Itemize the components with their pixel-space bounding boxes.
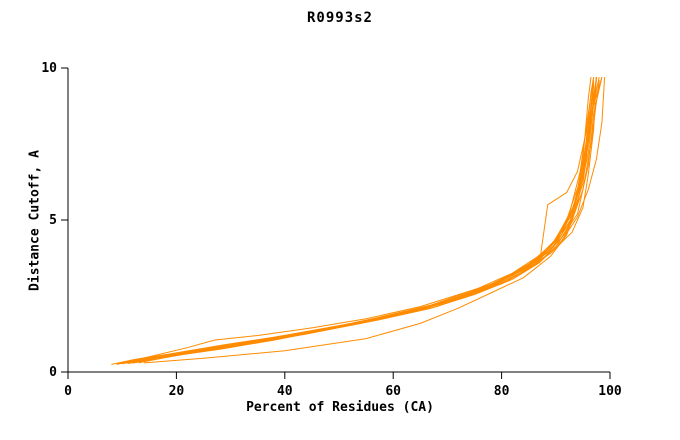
- chart-title: R0993s2: [306, 10, 373, 26]
- x-tick-label: 40: [277, 384, 293, 399]
- x-tick-label: 100: [598, 384, 622, 399]
- x-tick-label: 20: [169, 384, 185, 399]
- series-line-model-01: [116, 77, 597, 365]
- x-tick-label: 60: [385, 384, 401, 399]
- series-line-model-14: [127, 80, 595, 364]
- y-tick-label: 10: [41, 61, 57, 76]
- series-line-model-16: [111, 77, 595, 365]
- y-tick-label: 0: [49, 365, 57, 380]
- y-axis-label: Distance Cutoff, A: [27, 150, 43, 291]
- x-axis-label: Percent of Residues (CA): [246, 400, 434, 415]
- series-line-model-12: [116, 77, 597, 365]
- x-tick-label: 0: [64, 384, 72, 399]
- series-line-model-10: [122, 77, 595, 365]
- y-tick-label: 5: [49, 213, 57, 228]
- x-tick-label: 80: [494, 384, 510, 399]
- series-line-model-06: [122, 77, 597, 364]
- series-line-model-04: [122, 77, 597, 364]
